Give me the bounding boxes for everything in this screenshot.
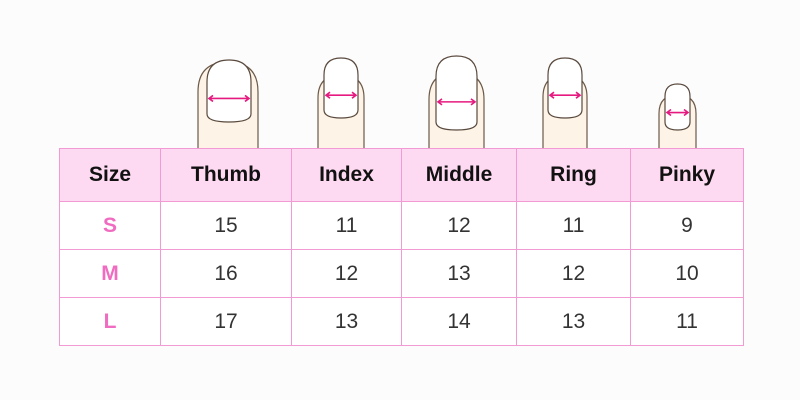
column-header-index: Index <box>291 148 402 202</box>
column-header-thumb: Thumb <box>160 148 292 202</box>
size-value: 16 <box>160 249 292 298</box>
nail <box>323 57 359 119</box>
table-row: M 16 12 13 12 10 <box>59 249 744 298</box>
size-value: 11 <box>291 201 402 250</box>
width-arrow-icon <box>665 108 690 117</box>
column-header-middle: Middle <box>401 148 517 202</box>
width-arrow-icon <box>548 91 582 99</box>
column-header-size: Size <box>59 148 161 202</box>
table-row: S 15 11 12 11 9 <box>59 201 744 250</box>
nail <box>435 55 478 131</box>
nail <box>206 59 252 123</box>
size-value: 15 <box>160 201 292 250</box>
table-row: L 17 13 14 13 11 <box>59 297 744 346</box>
size-value: 11 <box>630 297 744 346</box>
size-label: L <box>59 297 161 346</box>
size-value: 11 <box>516 201 631 250</box>
size-value: 9 <box>630 201 744 250</box>
width-arrow-icon <box>207 94 251 103</box>
size-value: 13 <box>291 297 402 346</box>
size-value: 13 <box>516 297 631 346</box>
size-value: 12 <box>401 201 517 250</box>
size-value: 13 <box>401 249 517 298</box>
size-value: 17 <box>160 297 292 346</box>
finger-thumb <box>197 59 259 150</box>
nail-size-table: Size Thumb Index Middle Ring Pinky S 15 11 12 11 9… <box>59 148 744 346</box>
size-value: 14 <box>401 297 517 346</box>
size-value: 10 <box>630 249 744 298</box>
column-header-pinky: Pinky <box>630 148 744 202</box>
finger-middle <box>428 55 485 150</box>
size-label: M <box>59 249 161 298</box>
nail <box>547 57 583 119</box>
finger-illustrations <box>197 55 697 150</box>
column-header-ring: Ring <box>516 148 631 202</box>
size-label: S <box>59 201 161 250</box>
size-value: 12 <box>516 249 631 298</box>
width-arrow-icon <box>324 91 358 99</box>
width-arrow-icon <box>436 98 477 106</box>
finger-pinky <box>658 83 697 150</box>
finger-ring <box>542 57 588 150</box>
nail <box>664 83 691 131</box>
size-value: 12 <box>291 249 402 298</box>
finger-index <box>317 57 365 150</box>
header-row: Size Thumb Index Middle Ring Pinky <box>59 148 744 202</box>
